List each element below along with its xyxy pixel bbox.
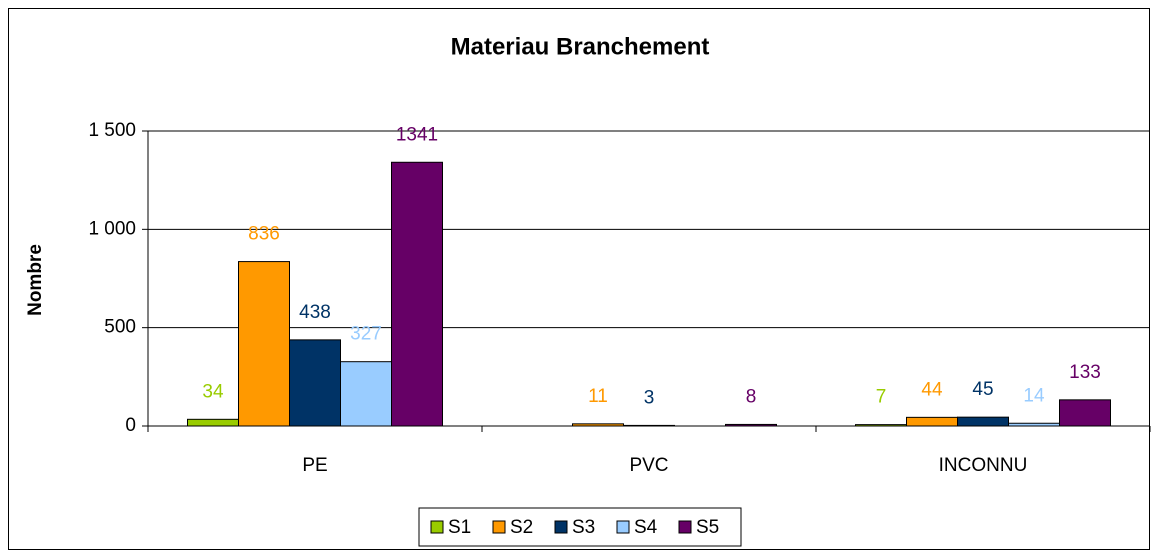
y-tick-label: 500: [104, 317, 136, 338]
bar: [957, 416, 1009, 427]
chart-title: Materiau Branchement: [451, 33, 710, 60]
legend-swatch: [678, 520, 692, 534]
x-tick-label: PE: [302, 455, 327, 476]
data-label: 14: [1023, 385, 1045, 406]
legend-swatch: [430, 520, 444, 534]
data-label: 8: [746, 386, 757, 407]
legend-label: S3: [572, 517, 595, 538]
data-label: 133: [1069, 362, 1101, 383]
legend-label: S5: [696, 517, 719, 538]
data-label: 34: [202, 381, 224, 402]
legend-label: S4: [634, 517, 658, 538]
data-label: 7: [876, 387, 887, 408]
data-label: 438: [299, 302, 331, 323]
legend-swatch: [554, 520, 568, 534]
bar: [855, 424, 907, 427]
bar: [572, 423, 624, 427]
legend-swatch: [492, 520, 506, 534]
y-tick-label: 1 000: [88, 218, 136, 239]
data-label: 3: [644, 387, 655, 408]
bar: [289, 339, 341, 427]
bar: [1059, 399, 1111, 427]
bar: [725, 423, 777, 427]
bar: [187, 418, 239, 427]
y-axis-label: Nombre: [25, 244, 46, 316]
bar: [906, 416, 958, 427]
bar: [1008, 422, 1060, 427]
legend-label: S2: [510, 517, 533, 538]
bar: [391, 161, 443, 427]
legend-label: S1: [448, 517, 471, 538]
legend-swatch: [616, 520, 630, 534]
y-tick-label: 0: [125, 415, 136, 436]
data-label: 327: [350, 324, 382, 345]
y-tick-label: 1 500: [88, 120, 136, 141]
data-label: 45: [972, 379, 993, 400]
chart-border: [8, 8, 1150, 550]
data-label: 1341: [396, 124, 438, 145]
x-tick-label: PVC: [629, 455, 668, 476]
bar: [238, 261, 290, 427]
x-tick-label: INCONNU: [939, 455, 1028, 476]
bar: [623, 424, 675, 427]
data-label: 44: [921, 379, 943, 400]
data-label: 11: [588, 386, 608, 407]
data-label: 836: [248, 224, 280, 245]
bar: [340, 361, 392, 427]
